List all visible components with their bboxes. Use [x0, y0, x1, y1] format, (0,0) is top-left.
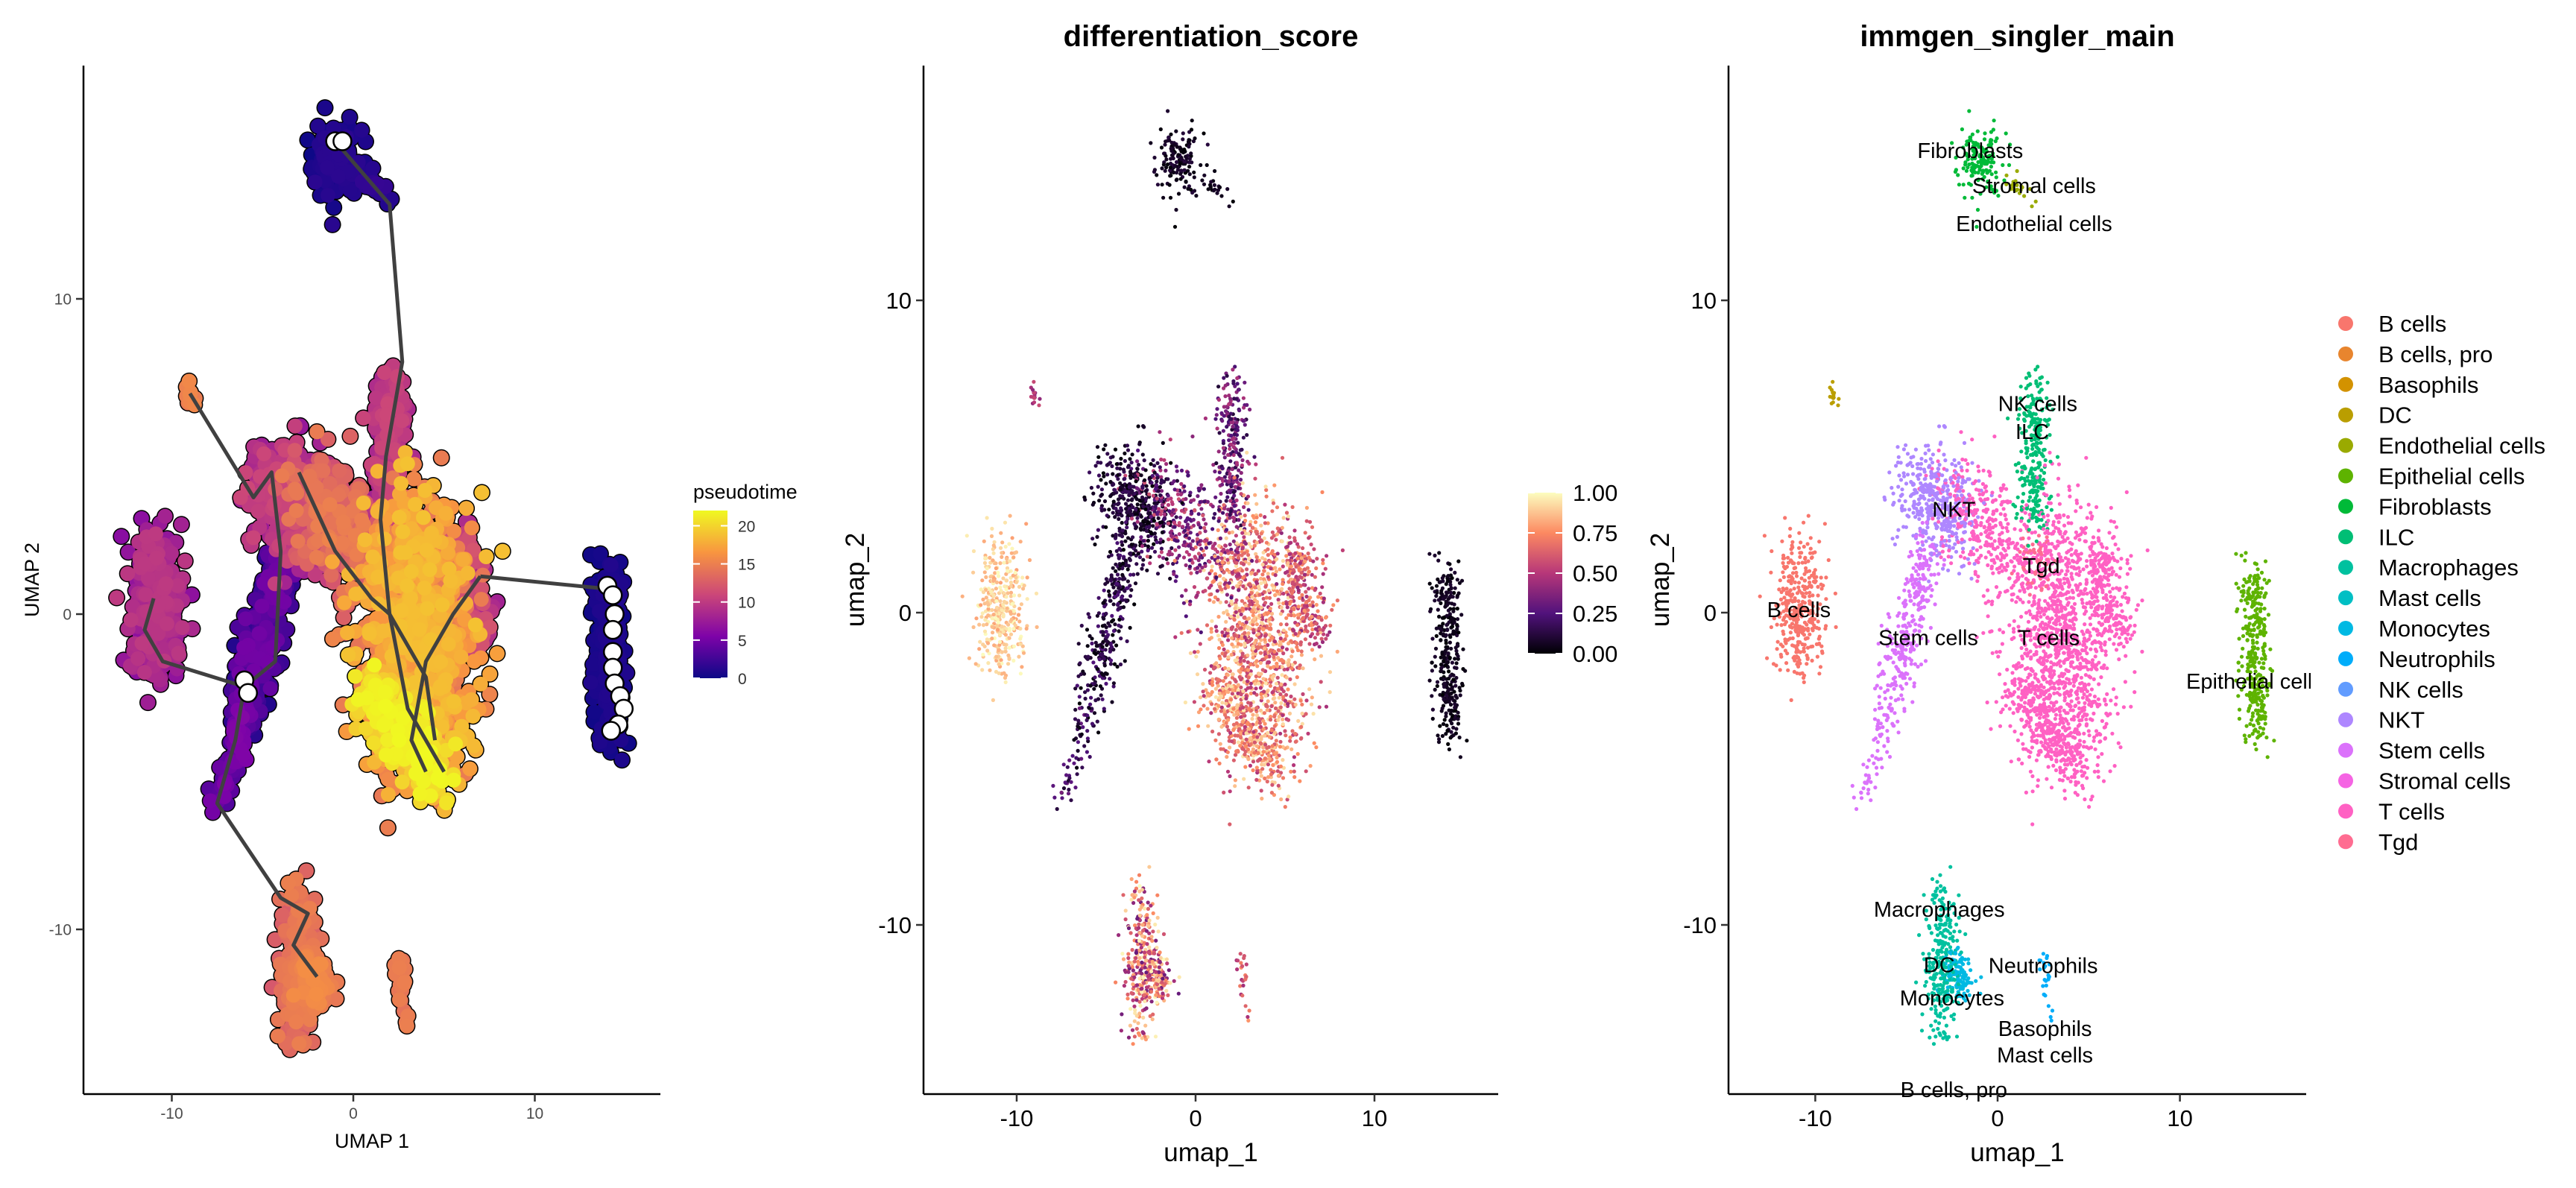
- point: [325, 217, 341, 233]
- point: [321, 188, 335, 203]
- point: [583, 674, 599, 690]
- point: [603, 557, 619, 573]
- point: [320, 159, 335, 175]
- point: [614, 752, 630, 768]
- point: [318, 100, 332, 116]
- point: [307, 174, 323, 190]
- point: [354, 122, 370, 138]
- point: [342, 110, 358, 125]
- point-fill-layer: [109, 100, 637, 1058]
- points-layer: [108, 99, 637, 1058]
